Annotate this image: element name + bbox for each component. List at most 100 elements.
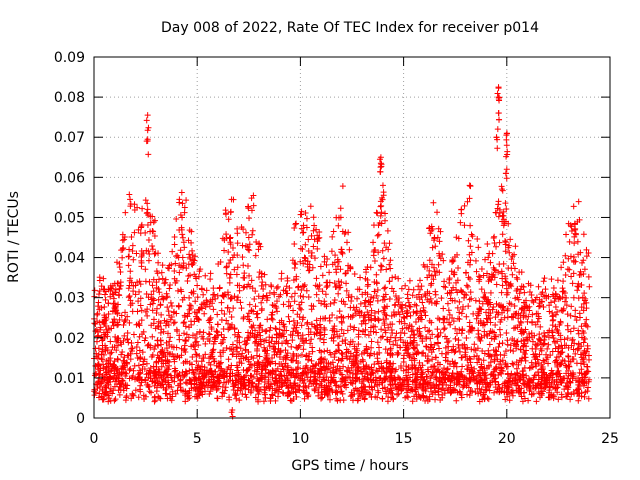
data-point [332, 252, 339, 259]
data-point [329, 359, 336, 366]
data-point [382, 327, 389, 334]
data-point [166, 338, 173, 345]
data-point [234, 240, 241, 247]
data-point [189, 353, 196, 360]
data-point [237, 299, 244, 306]
data-point [95, 299, 102, 306]
data-point [483, 375, 490, 382]
data-point [400, 376, 407, 383]
data-point [260, 398, 267, 405]
data-point [402, 339, 409, 346]
data-point [328, 335, 335, 342]
data-point [574, 238, 581, 245]
data-point [451, 349, 458, 356]
data-point [459, 363, 466, 370]
data-point [226, 345, 233, 352]
data-point [531, 332, 538, 339]
data-point [119, 237, 126, 244]
data-point [192, 346, 199, 353]
data-point [391, 302, 398, 309]
data-point [419, 384, 426, 391]
data-point [517, 346, 524, 353]
data-point [183, 197, 190, 204]
data-point [524, 318, 531, 325]
data-point [528, 359, 535, 366]
data-point [300, 229, 307, 236]
data-point [440, 319, 447, 326]
data-point [413, 341, 420, 348]
data-point [434, 333, 441, 340]
data-point [337, 205, 344, 212]
x-tick-label: 25 [601, 431, 619, 447]
data-point [319, 288, 326, 295]
data-point [335, 258, 342, 265]
data-point [535, 283, 542, 290]
data-point [145, 248, 152, 255]
data-point [499, 357, 506, 364]
data-point [386, 261, 393, 268]
data-point [448, 268, 455, 275]
data-point [230, 387, 237, 394]
data-point [316, 371, 323, 378]
data-point [310, 243, 317, 250]
data-point [499, 282, 506, 289]
data-point [297, 245, 304, 252]
data-point [396, 375, 403, 382]
data-point [375, 249, 382, 256]
data-point [560, 278, 567, 285]
data-point [327, 300, 334, 307]
data-point [275, 393, 282, 400]
data-point [478, 361, 485, 368]
data-point [118, 312, 125, 319]
data-point [424, 328, 431, 335]
data-point [151, 398, 158, 405]
data-point [467, 182, 474, 189]
data-point [340, 330, 347, 337]
data-point [502, 170, 509, 177]
data-point [341, 382, 348, 389]
data-point [314, 245, 321, 252]
data-point [541, 340, 548, 347]
data-point [334, 333, 341, 340]
data-point [192, 339, 199, 346]
data-point [381, 322, 388, 329]
data-point [387, 257, 394, 264]
y-tick-label: 0.03 [54, 291, 85, 307]
data-point [328, 387, 335, 394]
data-point [484, 241, 491, 248]
data-point [333, 314, 340, 321]
data-point [127, 365, 134, 372]
data-point [100, 396, 107, 403]
data-point [434, 326, 441, 333]
data-point [207, 270, 214, 277]
data-point [377, 203, 384, 210]
data-point [114, 356, 121, 363]
data-point [503, 329, 510, 336]
data-point [252, 252, 259, 259]
data-point [173, 326, 180, 333]
data-point [126, 367, 133, 374]
data-point [246, 215, 253, 222]
data-point [496, 340, 503, 347]
data-point [490, 304, 497, 311]
data-point [202, 340, 209, 347]
data-point [555, 344, 562, 351]
data-point [346, 341, 353, 348]
data-point [175, 303, 182, 310]
data-point [381, 296, 388, 303]
data-point [339, 183, 346, 190]
data-point [495, 85, 502, 92]
data-point [121, 332, 128, 339]
data-point [466, 392, 473, 399]
data-point [145, 236, 152, 243]
data-point [502, 239, 509, 246]
data-point [455, 344, 462, 351]
data-point [236, 397, 243, 404]
data-point [493, 352, 500, 359]
data-point [371, 258, 378, 265]
data-point [572, 350, 579, 357]
data-point [331, 297, 338, 304]
data-point [380, 316, 387, 323]
data-point [136, 333, 143, 340]
data-point [374, 286, 381, 293]
